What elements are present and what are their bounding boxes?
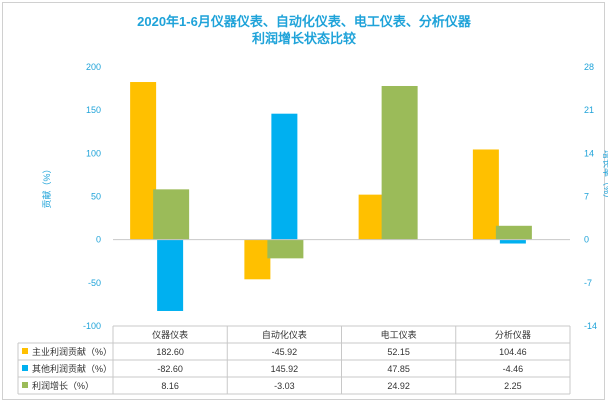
y-right-axis-label: 增长率（%）	[602, 150, 608, 203]
bar-profit-growth	[381, 85, 418, 240]
y-left-tick: 100	[86, 148, 101, 158]
data-label: 104.46	[499, 347, 527, 357]
bar-profit-growth	[495, 225, 532, 240]
y-right-tick: 7	[584, 192, 589, 202]
y-right-tick: -7	[584, 278, 592, 288]
data-label: 182.60	[156, 347, 184, 357]
bar-main-profit	[358, 194, 385, 240]
y-left-tick: -50	[88, 278, 101, 288]
data-label: 52.15	[387, 347, 410, 357]
data-label: 8.16	[161, 381, 179, 391]
data-label: 47.85	[387, 364, 410, 374]
category-label: 仪器仪表	[152, 329, 188, 340]
data-label: -3.03	[274, 381, 295, 391]
legend-label: 其他利润贡献（%）	[32, 363, 112, 374]
bar-other-profit	[271, 113, 298, 240]
legend-label: 利润增长（%）	[32, 380, 94, 391]
y-right-tick: 14	[584, 148, 594, 158]
y-left-tick: 50	[91, 192, 101, 202]
chart-title-line2: 利润增长状态比较	[251, 31, 356, 46]
legend-swatch	[22, 365, 28, 371]
bar-main-profit	[130, 82, 157, 240]
bar-other-profit	[157, 239, 184, 311]
data-label: -82.60	[157, 364, 183, 374]
legend-swatch	[22, 348, 28, 354]
category-label: 自动化仪表	[262, 329, 307, 340]
y-left-tick: -100	[83, 321, 101, 331]
y-left-tick: 150	[86, 105, 101, 115]
y-right-tick: 0	[584, 235, 589, 245]
data-label: 145.92	[271, 364, 299, 374]
legend-swatch	[22, 382, 28, 388]
y-left-tick: 200	[86, 62, 101, 72]
data-label: -45.92	[272, 347, 298, 357]
bar-main-profit	[244, 239, 271, 280]
y-right-tick: -14	[584, 321, 597, 331]
legend-label: 主业利润贡献（%）	[32, 346, 112, 357]
y-left-tick: 0	[96, 235, 101, 245]
bar-main-profit	[472, 149, 499, 240]
category-label: 电工仪表	[381, 329, 417, 340]
chart-title-line1: 2020年1-6月仪器仪表、自动化仪表、电工仪表、分析仪器	[137, 14, 471, 29]
bar-other-profit	[499, 239, 526, 244]
y-left-axis-label: 贡献（%）	[41, 164, 52, 208]
y-right-tick: 21	[584, 105, 594, 115]
bar-profit-growth	[153, 189, 190, 240]
category-label: 分析仪器	[495, 329, 531, 340]
bar-profit-growth	[267, 239, 304, 259]
data-label: -4.46	[503, 364, 524, 374]
chart-frame	[2, 2, 605, 400]
data-label: 24.92	[387, 381, 410, 391]
data-label: 2.25	[504, 381, 522, 391]
y-right-tick: 28	[584, 62, 594, 72]
